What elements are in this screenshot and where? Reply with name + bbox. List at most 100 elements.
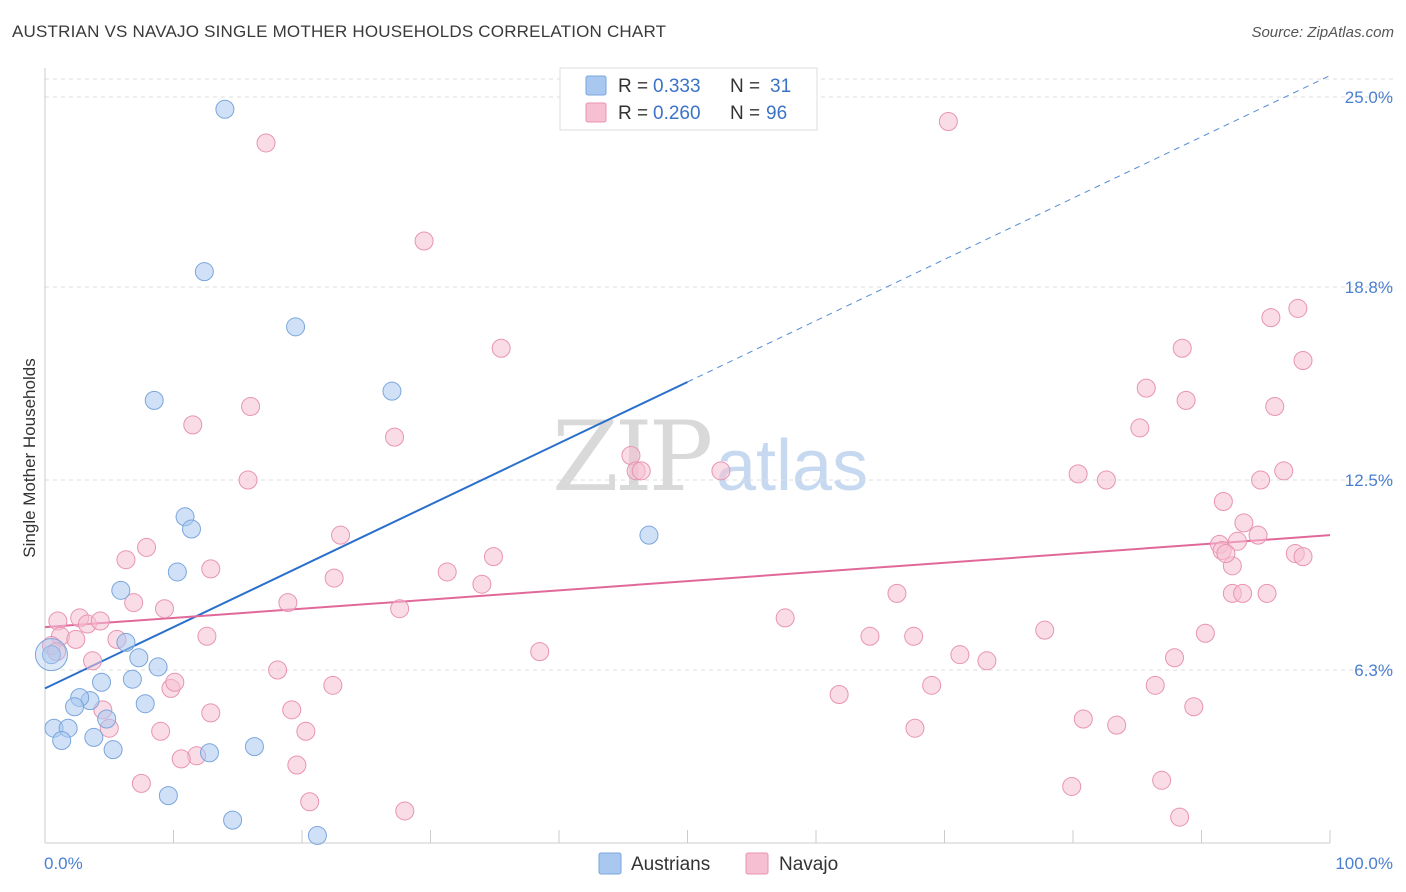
y-tick-label-0: 6.3%: [1354, 661, 1393, 680]
point-austrians-20: [97, 709, 117, 729]
point-navajo-13: [116, 550, 136, 570]
point-navajo-61: [905, 718, 925, 738]
point-austrians-28: [158, 786, 178, 806]
point-austrians-26: [199, 743, 219, 763]
y-tick-label-1: 12.5%: [1345, 471, 1393, 490]
bottom-legend-label-navajo: Navajo: [779, 854, 838, 875]
point-cluster-origin: [34, 638, 68, 672]
watermark-atlas: atlas: [716, 426, 868, 506]
point-austrians-6: [181, 519, 201, 539]
data-points: [34, 99, 1313, 845]
point-navajo-67: [1130, 418, 1150, 438]
point-navajo-31: [197, 626, 217, 646]
point-navajo-73: [1152, 770, 1172, 790]
legend-n-value-austrians: 31: [770, 76, 791, 97]
point-navajo-47: [171, 749, 191, 769]
point-navajo-1: [938, 112, 958, 132]
point-austrians-2: [286, 317, 306, 337]
point-navajo-16: [483, 547, 503, 567]
point-navajo-14: [201, 559, 221, 579]
point-navajo-75: [1184, 697, 1204, 717]
point-navajo-4: [241, 396, 261, 416]
point-navajo-65: [1107, 715, 1127, 735]
point-navajo-56: [950, 645, 970, 665]
point-navajo-57: [977, 651, 997, 671]
point-navajo-50: [300, 792, 320, 812]
point-navajo-89: [1261, 308, 1281, 328]
point-navajo-37: [323, 675, 343, 695]
point-navajo-45: [296, 721, 316, 741]
bottom-legend-label-austrians: Austrians: [631, 854, 710, 875]
point-austrians-24: [52, 730, 72, 750]
point-navajo-83: [1234, 513, 1254, 533]
bottom-legend: Austrians Navajo: [598, 852, 838, 875]
point-navajo-19: [324, 568, 344, 588]
point-austrians-4: [382, 381, 402, 401]
legend-r-value-austrians: 0.333: [653, 76, 701, 97]
point-navajo-63: [1096, 470, 1116, 490]
point-austrians-27: [244, 737, 264, 757]
point-navajo-82: [1216, 544, 1236, 564]
gridlines: [45, 78, 1393, 671]
y-tick-labels: 6.3% 12.5% 18.8% 25.0%: [1345, 88, 1393, 680]
point-navajo-22: [278, 593, 298, 613]
point-austrians-29: [223, 810, 243, 830]
legend-box: R = 0.333 N = 31 R = 0.260 N = 96: [559, 67, 818, 131]
point-navajo-93: [1293, 351, 1313, 371]
point-austrians-3: [144, 390, 164, 410]
trend-lines: [44, 75, 1331, 690]
point-austrians-10: [116, 632, 136, 652]
point-navajo-52: [775, 608, 795, 628]
point-austrians-0: [215, 99, 235, 119]
point-navajo-62: [1068, 464, 1088, 484]
point-navajo-53: [887, 583, 907, 603]
point-navajo-74: [1170, 807, 1190, 827]
point-navajo-6: [385, 427, 405, 447]
point-navajo-85: [1233, 583, 1253, 603]
point-navajo-10: [711, 461, 731, 481]
point-navajo-35: [530, 642, 550, 662]
point-austrians-18: [65, 697, 85, 717]
point-austrians-23: [84, 727, 104, 747]
point-navajo-18: [472, 574, 492, 594]
x-tick-label-max: 100.0%: [1335, 854, 1393, 873]
point-navajo-2: [414, 231, 434, 251]
point-navajo-36: [268, 660, 288, 680]
point-navajo-84: [1213, 491, 1233, 511]
point-navajo-12: [137, 537, 157, 557]
point-navajo-17: [437, 562, 457, 582]
point-austrians-7: [167, 562, 187, 582]
point-navajo-34: [83, 651, 103, 671]
point-navajo-72: [1165, 648, 1185, 668]
legend-r-label-navajo: R =: [618, 103, 648, 124]
point-navajo-95: [1293, 547, 1313, 567]
point-navajo-71: [1145, 675, 1165, 695]
legend-n-label-navajo: N =: [730, 103, 760, 124]
point-austrians-8: [639, 525, 659, 545]
point-navajo-54: [860, 626, 880, 646]
y-tick-label-3: 25.0%: [1345, 88, 1393, 107]
legend-swatch-austrians: [585, 75, 607, 96]
point-austrians-11: [129, 648, 149, 668]
point-navajo-49: [131, 773, 151, 793]
y-tick-label-2: 18.8%: [1345, 278, 1393, 297]
legend-n-value-navajo: 96: [766, 103, 787, 124]
point-navajo-5: [183, 415, 203, 435]
point-navajo-9: [631, 461, 651, 481]
point-navajo-66: [1062, 776, 1082, 796]
point-austrians-19: [135, 694, 155, 714]
point-navajo-48: [287, 755, 307, 775]
trend-line-navajo: [44, 534, 1331, 629]
legend-r-label-austrians: R =: [618, 76, 648, 97]
point-navajo-86: [1251, 470, 1271, 490]
point-navajo-51: [395, 801, 415, 821]
point-navajo-64: [1073, 709, 1093, 729]
point-navajo-42: [151, 721, 171, 741]
y-axis-label: Single Mother Households: [20, 358, 39, 557]
point-navajo-76: [1195, 623, 1215, 643]
point-navajo-15: [331, 525, 351, 545]
point-navajo-55: [904, 626, 924, 646]
point-austrians-14: [92, 672, 112, 692]
source-credit: Source: ZipAtlas.com: [1251, 24, 1394, 41]
